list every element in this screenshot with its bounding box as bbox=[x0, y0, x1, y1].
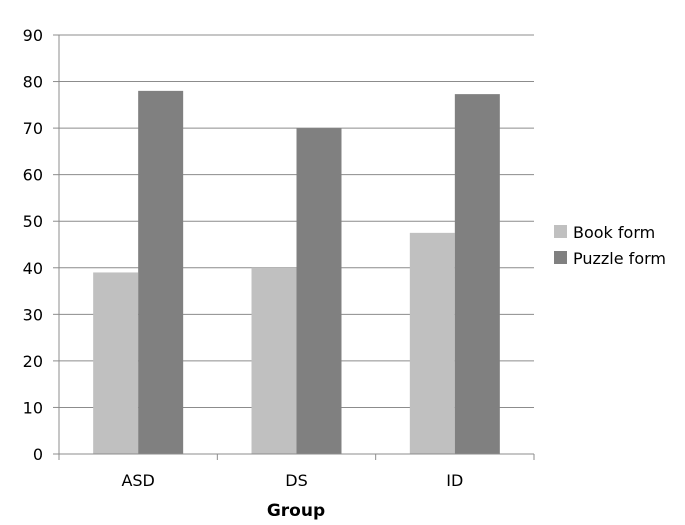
bar-book-form-id bbox=[409, 232, 455, 454]
y-tick-label: 70 bbox=[23, 119, 43, 138]
x-tick-labels: ASD DS ID bbox=[121, 471, 463, 490]
y-tick-label: 80 bbox=[23, 73, 43, 92]
y-tick-label: 60 bbox=[23, 166, 43, 185]
y-tick-label: 30 bbox=[23, 305, 43, 324]
legend-swatch bbox=[554, 251, 567, 264]
bar-puzzle-form-asd bbox=[138, 90, 184, 454]
y-tick-label: 10 bbox=[23, 398, 43, 417]
x-tick-label: DS bbox=[285, 471, 307, 490]
legend: Book form Puzzle form bbox=[554, 223, 666, 268]
legend-swatch bbox=[554, 225, 567, 238]
bar-book-form-asd bbox=[93, 272, 139, 454]
legend-label: Puzzle form bbox=[573, 249, 666, 268]
x-tick-label: ID bbox=[446, 471, 463, 490]
legend-label: Book form bbox=[573, 223, 655, 242]
bars bbox=[93, 90, 500, 455]
x-axis-title: Group bbox=[267, 501, 325, 521]
y-tick-label: 20 bbox=[23, 352, 43, 371]
y-tick-label: 50 bbox=[23, 212, 43, 231]
x-tick-label: ASD bbox=[121, 471, 154, 490]
bar-puzzle-form-id bbox=[454, 94, 500, 455]
bar-book-form-ds bbox=[251, 267, 297, 454]
y-tick-label: 0 bbox=[33, 445, 43, 464]
y-tick-label: 90 bbox=[23, 26, 43, 45]
y-tick-labels: 0 10 20 30 40 50 60 70 80 90 bbox=[23, 26, 43, 464]
y-tick-label: 40 bbox=[23, 259, 43, 278]
bar-puzzle-form-ds bbox=[296, 128, 342, 454]
axes bbox=[53, 34, 535, 460]
